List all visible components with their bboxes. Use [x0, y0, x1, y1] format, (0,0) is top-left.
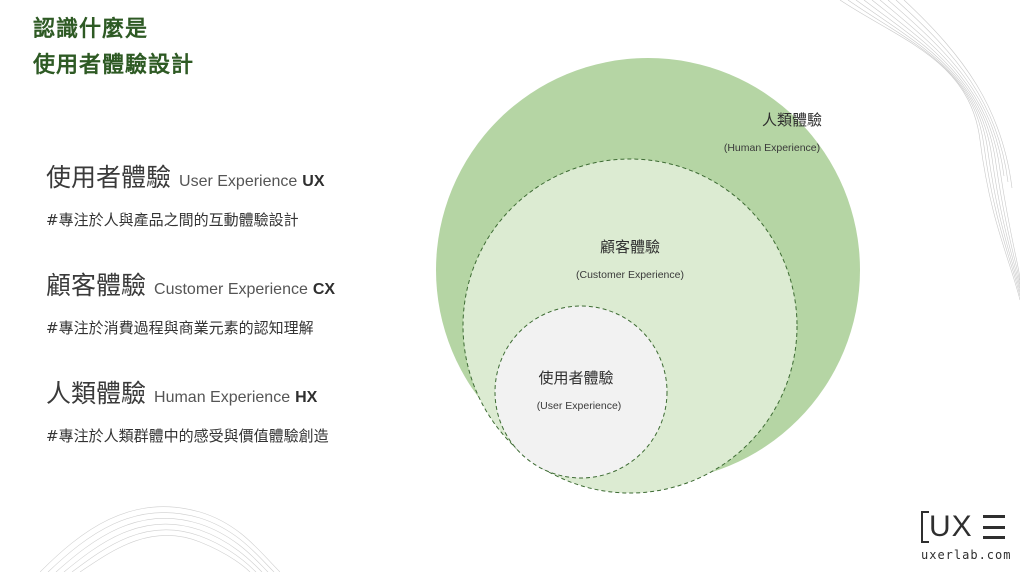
logo-bracket-icon — [921, 511, 929, 543]
definition-ux-abbr: UX — [302, 173, 325, 190]
user-label-en: (User Experience) — [537, 400, 622, 412]
user-experience-circle — [494, 305, 668, 479]
uxerlab-logo: UX uxerlab.com — [921, 510, 1017, 566]
definition-ux-zh: 使用者體驗 — [46, 163, 172, 192]
definition-hx-abbr: HX — [295, 389, 318, 406]
definition-cx-abbr: CX — [312, 281, 336, 298]
definition-ux-desc: #專注於人與產品之間的互動體驗設計 — [46, 211, 299, 229]
page-title: 認識什麼是 使用者體驗設計 — [33, 12, 194, 84]
definition-ux: 使用者體驗 User Experience UX #專注於人與產品之間的互動體驗… — [46, 158, 325, 230]
definition-hx-en: Human Experience — [154, 389, 291, 406]
definition-cx-zh: 顧客體驗 — [46, 271, 147, 300]
logo-lines-icon — [982, 515, 1005, 539]
definition-cx-en: Customer Experience — [154, 281, 308, 298]
human-label-en: (Human Experience) — [724, 142, 820, 154]
logo-mark: UX — [921, 510, 1017, 544]
logo-url: uxerlab.com — [921, 548, 1012, 562]
customer-label-en: (Customer Experience) — [576, 269, 684, 281]
definition-ux-en: User Experience — [179, 173, 298, 190]
user-label-zh: 使用者體驗 — [538, 369, 613, 387]
customer-label-zh: 顧客體驗 — [600, 238, 660, 256]
definition-cx-desc: #專注於消費過程與商業元素的認知理解 — [46, 319, 314, 337]
title-line-2: 使用者體驗設計 — [33, 53, 195, 78]
human-label-zh: 人類體驗 — [762, 111, 822, 129]
logo-mark-text: UX — [929, 510, 973, 543]
definition-hx-zh: 人類體驗 — [46, 379, 147, 408]
title-line-1: 認識什麼是 — [33, 17, 149, 42]
definition-cx: 顧客體驗 Customer Experience CX #專注於消費過程與商業元… — [46, 266, 335, 338]
definition-hx-desc: #專注於人類群體中的感受與價值體驗創造 — [46, 427, 329, 445]
definition-hx: 人類體驗 Human Experience HX #專注於人類群體中的感受與價值… — [46, 374, 329, 446]
